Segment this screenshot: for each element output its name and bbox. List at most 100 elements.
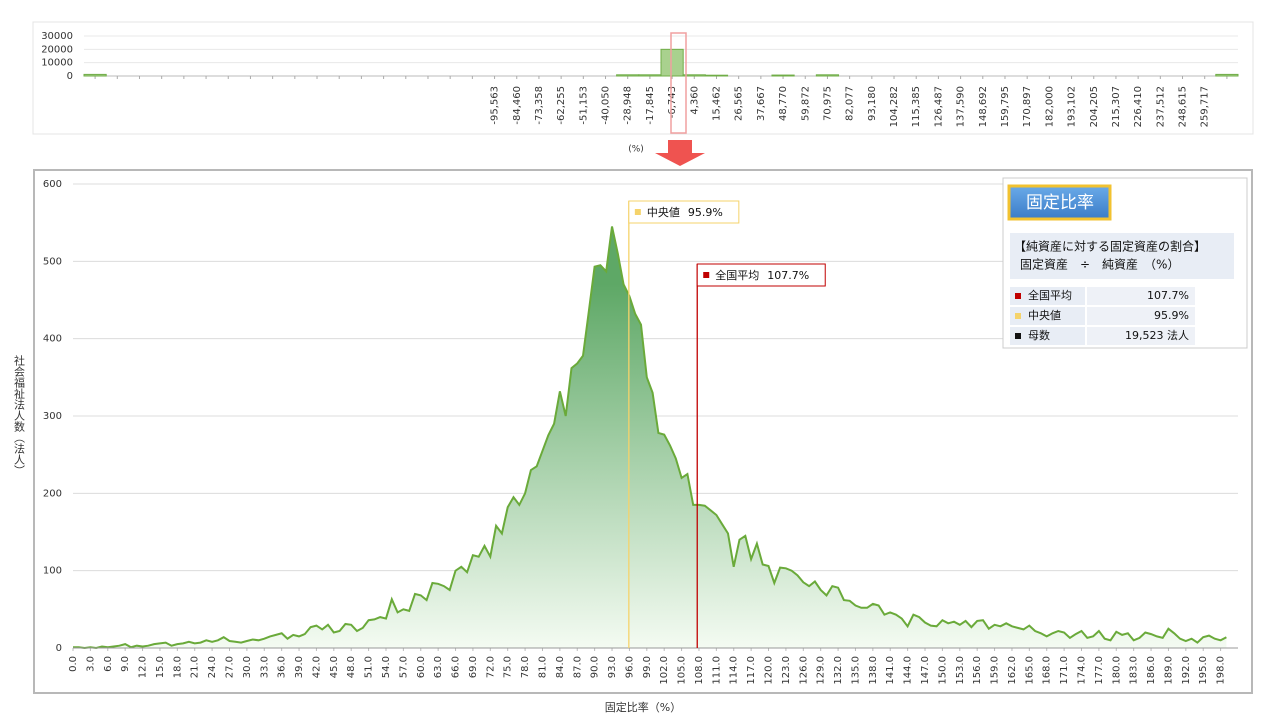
x-tick-label: 70,975 — [822, 86, 833, 121]
panel-value-cell — [1087, 327, 1195, 345]
y-tick-label: 500 — [43, 256, 62, 267]
x-tick-label: 120.0 — [764, 656, 775, 685]
x-tick-label: 42.0 — [311, 656, 322, 678]
x-tick-label: 189.0 — [1163, 656, 1174, 685]
x-tick-label: 0.0 — [68, 656, 79, 672]
x-tick-label: 12.0 — [138, 656, 149, 678]
x-tick-label: 48.0 — [346, 656, 357, 678]
x-tick-label: 87.0 — [572, 656, 583, 678]
y-axis-title: 社会福祉法人数（法人） — [13, 354, 26, 476]
x-tick-label: 204,205 — [1089, 86, 1100, 127]
bar — [1215, 73, 1239, 77]
x-tick-label: 186.0 — [1146, 656, 1157, 685]
x-tick-label: 6.0 — [103, 656, 114, 672]
description: 【純資産に対する固定資産の割合】 — [1014, 239, 1206, 254]
x-tick-label: 51.0 — [364, 656, 375, 678]
x-tick-label: 182,000 — [1044, 86, 1055, 127]
x-tick-label: 82,077 — [845, 86, 856, 121]
panel-row-value: 19,523 法人 — [1125, 328, 1189, 342]
panel-row-name: 母数 — [1028, 329, 1050, 342]
x-tick-label: 237,512 — [1155, 86, 1166, 127]
x-tick-label: 36.0 — [277, 656, 288, 678]
x-tick-label: 168.0 — [1042, 656, 1053, 685]
panel-swatch — [1015, 313, 1021, 319]
x-tick-label: 108.0 — [694, 656, 705, 685]
line — [73, 226, 1227, 650]
x-tick-label: 69.0 — [468, 656, 479, 678]
y-tick-label: 600 — [43, 179, 62, 190]
x-tick-label: -28,948 — [623, 86, 634, 125]
y-tick-label: 0 — [67, 71, 73, 82]
panel-name-cell — [1010, 287, 1085, 305]
x-tick-label: 115,385 — [911, 86, 922, 127]
reference-name: 中央値 — [647, 206, 680, 219]
x-tick-label: 192.0 — [1181, 656, 1192, 685]
area — [73, 226, 1227, 648]
arrow — [655, 140, 705, 166]
y-tick-label: 10000 — [41, 58, 73, 69]
panel-title: 固定比率 — [1026, 193, 1094, 213]
reference-value: 107.7% — [767, 269, 809, 282]
x-tick-label: 9.0 — [120, 656, 131, 672]
x-tick-label: 259,717 — [1200, 86, 1211, 127]
panel-name-cell — [1010, 327, 1085, 345]
x-tick-label: 84.0 — [555, 656, 566, 678]
x-tick-label: 138.0 — [868, 656, 879, 685]
x-tick-label: 159.0 — [990, 656, 1001, 685]
x-tick-label: 63.0 — [433, 656, 444, 678]
x-tick-label: 72.0 — [485, 656, 496, 678]
x-tick-label: 183.0 — [1129, 656, 1140, 685]
x-tick-label: 126.0 — [798, 656, 809, 685]
x-tick-label: 93,180 — [867, 86, 878, 121]
x-tick-label: 132.0 — [833, 656, 844, 685]
overview-chart: 0 10000 20000 30000 -95,563 -84,460 -73,358 -62… — [41, 31, 1239, 127]
panel-row-value: 107.7% — [1147, 289, 1189, 302]
x-tick-label: 90.0 — [590, 656, 601, 678]
x-tick-label: 117.0 — [746, 656, 757, 685]
bar — [771, 74, 795, 77]
x-tick-label: 226,410 — [1133, 86, 1144, 127]
panel-value-cell — [1087, 287, 1195, 305]
x-tick-label: 99.0 — [642, 656, 653, 678]
x-tick-label: 159,795 — [1000, 86, 1011, 127]
y-tick-label: 300 — [43, 411, 62, 422]
x-tick-label: 66.0 — [451, 656, 462, 678]
y-tick-label: 400 — [43, 334, 62, 345]
x-tick-label: 215,307 — [1111, 86, 1122, 127]
panel-row-name: 中央値 — [1028, 309, 1061, 322]
x-tick-label: 60.0 — [416, 656, 427, 678]
x-tick-label: 123.0 — [781, 656, 792, 685]
x-tick-label: 126,487 — [933, 86, 944, 127]
x-tick-label: 4,360 — [689, 86, 700, 115]
x-tick-label: 180.0 — [1111, 656, 1122, 685]
x-tick-label: 24.0 — [207, 656, 218, 678]
x-tick-label: 102.0 — [659, 656, 670, 685]
x-tick-label: 3.0 — [85, 656, 96, 672]
x-tick-label: 75.0 — [503, 656, 514, 678]
x-tick-label: 15,462 — [711, 86, 722, 121]
reference-label-box — [696, 263, 826, 287]
x-tick-label: 96.0 — [624, 656, 635, 678]
x-tick-label: 26,565 — [734, 86, 745, 121]
x-tick-label: 37,667 — [756, 86, 767, 121]
x-tick-label: 162.0 — [1007, 656, 1018, 685]
x-tick-label: 129.0 — [816, 656, 827, 685]
x-tick-label: 27.0 — [224, 656, 235, 678]
x-tick-label: 93.0 — [607, 656, 618, 678]
x-tick-label: 30.0 — [242, 656, 253, 678]
x-tick-label: 141.0 — [885, 656, 896, 685]
y-tick-label: 20000 — [41, 44, 73, 55]
x-tick-label: -40,050 — [601, 86, 612, 125]
x-tick-label: 193,102 — [1067, 86, 1078, 127]
x-tick-label: -84,460 — [512, 86, 523, 125]
panel-row-name: 全国平均 — [1028, 288, 1072, 302]
bar — [704, 74, 729, 77]
x-tick-label: 111.0 — [711, 656, 722, 685]
x-tick-label: 54.0 — [381, 656, 392, 678]
x-tick-label: 48,770 — [778, 86, 789, 121]
overview-x-label: (%) — [628, 145, 644, 155]
description: 固定資産 ÷ 純資産 （%） — [1020, 257, 1179, 272]
x-tick-label: 171.0 — [1059, 656, 1070, 685]
x-tick-label: -95,563 — [490, 86, 501, 125]
